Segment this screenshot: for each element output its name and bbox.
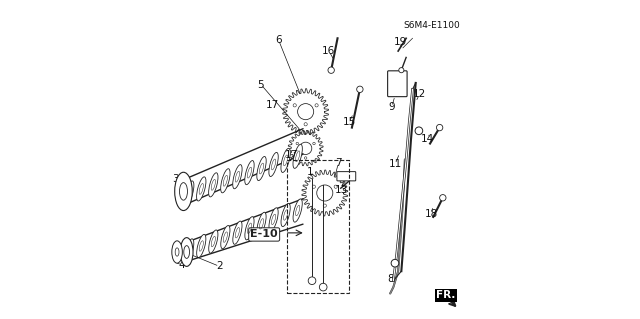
Text: 4: 4 bbox=[179, 260, 186, 270]
Text: 1: 1 bbox=[307, 167, 313, 177]
Ellipse shape bbox=[221, 169, 230, 193]
Ellipse shape bbox=[221, 226, 230, 249]
Ellipse shape bbox=[196, 177, 206, 201]
Ellipse shape bbox=[172, 241, 182, 263]
Ellipse shape bbox=[281, 148, 291, 173]
Circle shape bbox=[436, 124, 443, 131]
Text: 11: 11 bbox=[388, 159, 401, 169]
Ellipse shape bbox=[180, 238, 193, 266]
Text: 3: 3 bbox=[173, 174, 179, 184]
Ellipse shape bbox=[184, 181, 194, 205]
Text: 17: 17 bbox=[285, 150, 298, 160]
Circle shape bbox=[391, 259, 399, 267]
Ellipse shape bbox=[269, 152, 278, 176]
Text: 12: 12 bbox=[413, 89, 426, 99]
FancyBboxPatch shape bbox=[388, 71, 407, 97]
Text: FR.: FR. bbox=[436, 290, 456, 300]
Text: 17: 17 bbox=[266, 100, 279, 110]
Circle shape bbox=[399, 68, 404, 73]
Text: 7: 7 bbox=[335, 158, 342, 168]
Ellipse shape bbox=[245, 217, 254, 240]
Ellipse shape bbox=[184, 239, 194, 262]
Text: 10: 10 bbox=[392, 73, 406, 83]
Circle shape bbox=[308, 277, 316, 285]
Text: 13: 13 bbox=[335, 185, 348, 195]
Ellipse shape bbox=[281, 204, 290, 226]
Text: 15: 15 bbox=[343, 117, 356, 127]
Circle shape bbox=[415, 127, 422, 135]
Circle shape bbox=[440, 195, 446, 201]
Text: 18: 18 bbox=[424, 209, 438, 219]
Text: 5: 5 bbox=[258, 79, 264, 90]
Text: 6: 6 bbox=[275, 35, 282, 45]
Ellipse shape bbox=[293, 144, 302, 168]
Text: 14: 14 bbox=[421, 134, 435, 144]
Text: 16: 16 bbox=[323, 46, 335, 56]
Ellipse shape bbox=[269, 208, 278, 231]
FancyBboxPatch shape bbox=[337, 172, 356, 181]
Circle shape bbox=[328, 67, 334, 73]
Text: 2: 2 bbox=[216, 261, 223, 271]
Ellipse shape bbox=[257, 212, 266, 235]
Ellipse shape bbox=[209, 173, 218, 197]
Circle shape bbox=[356, 86, 363, 93]
Ellipse shape bbox=[244, 160, 254, 185]
Text: E-10: E-10 bbox=[250, 229, 278, 240]
Text: 9: 9 bbox=[388, 102, 395, 112]
Ellipse shape bbox=[233, 221, 242, 244]
Text: S6M4-E1100: S6M4-E1100 bbox=[404, 21, 460, 30]
Ellipse shape bbox=[175, 172, 192, 211]
Ellipse shape bbox=[209, 230, 218, 253]
Ellipse shape bbox=[233, 165, 242, 189]
Ellipse shape bbox=[293, 199, 302, 222]
Ellipse shape bbox=[196, 234, 206, 257]
Text: 8: 8 bbox=[387, 274, 394, 284]
Circle shape bbox=[319, 283, 327, 291]
Text: 19: 19 bbox=[394, 37, 407, 47]
Ellipse shape bbox=[257, 157, 266, 181]
